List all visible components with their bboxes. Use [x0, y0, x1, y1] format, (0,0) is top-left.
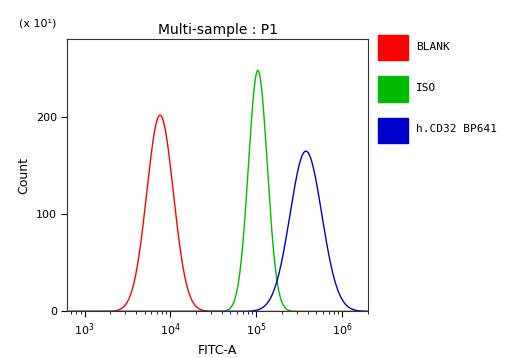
X-axis label: FITC-A: FITC-A [198, 344, 237, 357]
Text: h.CD32 BP641: h.CD32 BP641 [416, 124, 497, 134]
Y-axis label: Count: Count [17, 157, 30, 194]
Bar [378, 117, 408, 143]
Text: (x 10¹): (x 10¹) [19, 19, 56, 29]
Bar [378, 35, 408, 60]
Title: Multi-sample : P1: Multi-sample : P1 [157, 23, 278, 37]
Text: ISO: ISO [416, 83, 436, 93]
Text: BLANK: BLANK [416, 42, 450, 52]
Bar [378, 76, 408, 102]
